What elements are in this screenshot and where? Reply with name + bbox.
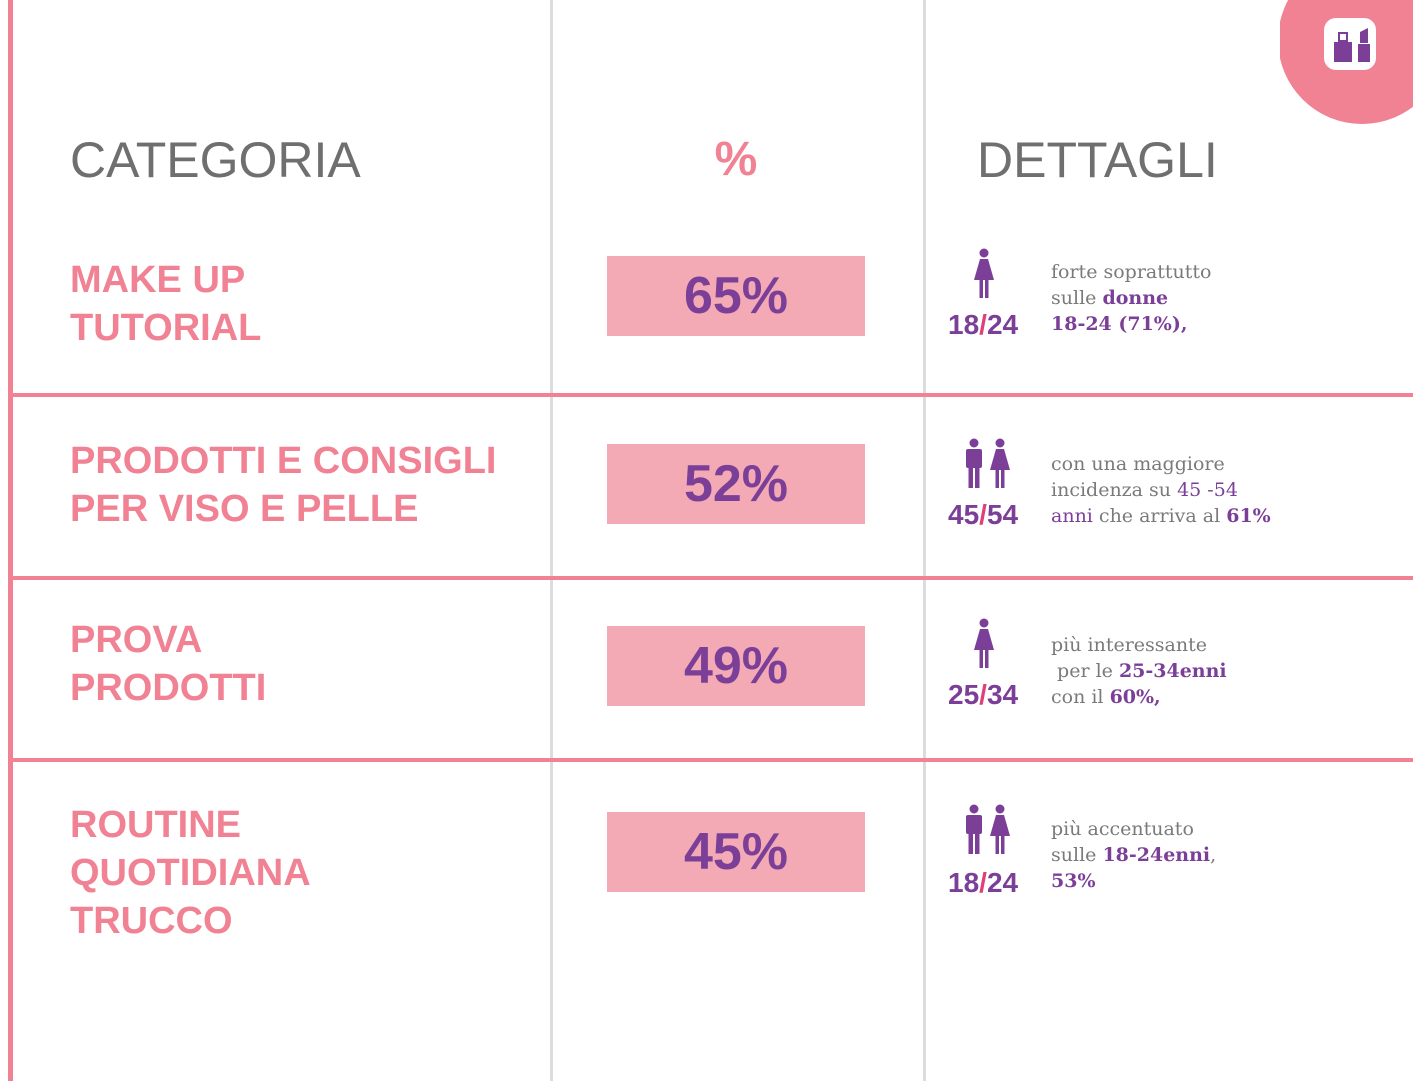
details: più interessante per le 25-34enni con il… [1051,632,1227,710]
row-divider [10,576,1413,580]
age-slash: / [979,309,987,340]
percent-box: 52% [607,444,865,524]
category-line: PROVA [70,619,203,661]
details-line: forte soprattutto [1051,259,1211,285]
column-divider [550,0,553,1081]
highlight: 18-24 (71%), [1051,313,1188,335]
category-line: TRUCCO [70,900,233,942]
details-line: anni che arriva al 61% [1051,503,1271,529]
category-line: PRODOTTI E CONSIGLI [70,440,497,482]
row-divider [10,393,1413,397]
highlight: anni [1051,505,1093,527]
category-line: PRODOTTI [70,667,267,709]
text: con una maggiore [1051,453,1225,475]
text: più accentuato [1051,818,1194,840]
category: MAKE UP TUTORIAL [70,256,261,352]
details: con una maggiore incidenza su 45 -54 ann… [1051,451,1271,529]
text: incidenza su [1051,479,1178,501]
age-range: 25/34 [948,678,1018,712]
details-line: più interessante [1051,632,1227,658]
age-from: 25 [948,679,980,710]
woman-icon [972,618,996,668]
percent-box: 49% [607,626,865,706]
highlight: 18-24enni [1102,844,1211,866]
age-to: 54 [986,499,1019,530]
highlight: 61% [1226,505,1271,527]
details-line: più accentuato [1051,816,1216,842]
age-range: 45/54 [948,498,1018,532]
details-line: 18-24 (71%), [1051,311,1211,337]
text: che arriva al [1092,505,1227,527]
percent-box: 65% [607,256,865,336]
text: più interessante [1051,634,1207,656]
category-line: MAKE UP [70,259,246,301]
highlight: 25-34enni [1118,660,1227,682]
age-to: 24 [986,309,1019,340]
highlight: 45 -54 [1177,479,1238,501]
age-range: 18/24 [948,308,1018,342]
text: per le [1051,660,1119,682]
column-header: % [714,133,758,186]
category: PRODOTTI E CONSIGLI PER VISO E PELLE [70,437,496,533]
left-border [8,0,13,1081]
details-line: sulle 18-24enni, [1051,842,1216,868]
age-from: 18 [948,867,980,898]
couple-icon [966,804,1010,854]
category-line: ROUTINE [70,804,241,846]
age-slash: / [979,499,987,530]
details: più accentuato sulle 18-24enni, 53% [1051,816,1216,894]
percent-box: 45% [607,812,865,892]
highlight: donne [1102,287,1169,309]
category-line: PER VISO E PELLE [70,488,419,530]
category: ROUTINE QUOTIDIANA TRUCCO [70,801,311,945]
column-divider [923,0,926,1081]
text: sulle [1051,844,1103,866]
age-to: 24 [986,867,1019,898]
age-slash: / [979,679,987,710]
details-line: 53% [1051,868,1216,894]
age-slash: / [979,867,987,898]
corner-badge [1280,0,1413,124]
text: con il [1051,686,1110,708]
details-line: incidenza su 45 -54 [1051,477,1271,503]
age-from: 45 [948,499,980,530]
age-to: 34 [986,679,1019,710]
details-line: con il 60%, [1051,684,1227,710]
category: PROVA PRODOTTI [70,616,266,712]
age-range: 18/24 [948,866,1018,900]
row-divider [10,758,1413,762]
details-line: con una maggiore [1051,451,1271,477]
details-line: per le 25-34enni [1051,658,1227,684]
column-header: DETTAGLI [977,132,1218,188]
text: , [1210,844,1217,866]
text: sulle [1051,287,1103,309]
details-line: sulle donne [1051,285,1211,311]
highlight: 60%, [1109,686,1161,708]
couple-icon [966,438,1010,488]
column-header: CATEGORIA [70,132,361,188]
woman-icon [972,248,996,298]
highlight: 53% [1051,870,1096,892]
text: forte soprattutto [1051,261,1212,283]
details: forte soprattutto sulle donne 18-24 (71%… [1051,259,1211,337]
category-line: QUOTIDIANA [70,852,311,894]
category-line: TUTORIAL [70,307,262,349]
age-from: 18 [948,309,980,340]
